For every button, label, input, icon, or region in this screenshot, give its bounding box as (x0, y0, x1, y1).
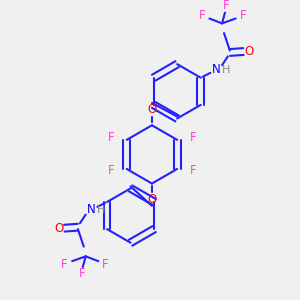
Text: F: F (199, 9, 206, 22)
Text: O: O (147, 193, 157, 206)
Text: O: O (54, 222, 63, 235)
Text: F: F (102, 258, 108, 271)
Text: F: F (189, 164, 196, 177)
Text: H: H (222, 65, 230, 75)
Text: F: F (79, 267, 85, 280)
Text: F: F (61, 258, 68, 271)
Text: H: H (97, 205, 105, 215)
Text: O: O (147, 103, 157, 116)
Text: F: F (189, 131, 196, 144)
Text: F: F (108, 164, 115, 177)
Text: N: N (87, 203, 96, 216)
Text: N: N (212, 64, 220, 76)
Text: F: F (240, 9, 247, 22)
Text: F: F (108, 131, 115, 144)
Text: F: F (223, 0, 229, 12)
Text: O: O (244, 45, 254, 58)
